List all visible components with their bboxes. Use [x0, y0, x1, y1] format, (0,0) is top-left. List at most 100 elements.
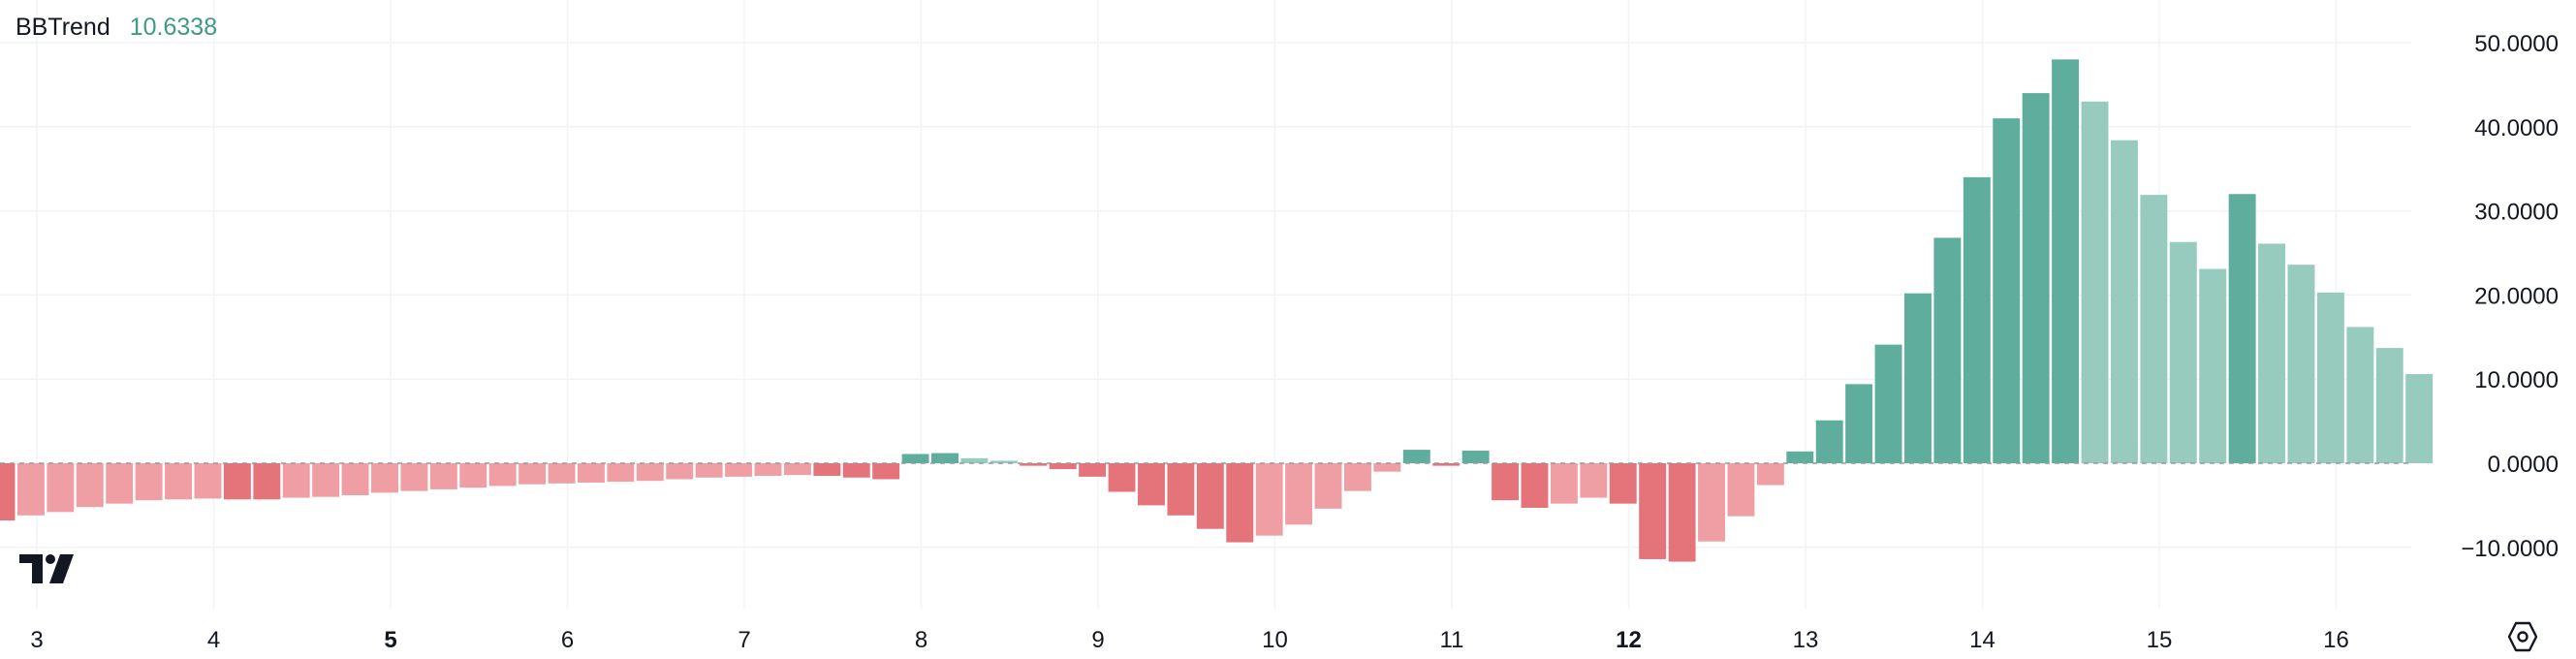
histogram-bar — [518, 463, 547, 485]
indicator-legend[interactable]: BBTrend 10.6338 — [16, 14, 217, 42]
x-tick-label: 14 — [1969, 627, 1995, 653]
histogram-bar — [1196, 463, 1224, 529]
histogram-bar — [1461, 450, 1490, 463]
y-tick-label: −10.0000 — [2461, 536, 2559, 562]
y-tick-label: 30.0000 — [2474, 200, 2559, 226]
x-tick-label: 15 — [2147, 627, 2173, 653]
x-tick-label: 16 — [2323, 627, 2349, 653]
histogram-bar — [1255, 463, 1283, 536]
histogram-bar — [783, 463, 811, 476]
histogram-bar — [223, 463, 251, 500]
histogram-bar — [16, 463, 45, 516]
histogram-bar — [1993, 118, 2021, 464]
histogram-bar — [2375, 348, 2403, 463]
histogram-bar — [1492, 463, 1520, 501]
tradingview-logo-icon[interactable] — [19, 554, 83, 583]
histogram-bar — [2110, 140, 2138, 464]
histogram-bar — [1580, 463, 1608, 498]
x-tick-label: 6 — [561, 627, 574, 653]
histogram-bar — [1108, 463, 1136, 492]
histogram-bar — [2405, 373, 2434, 463]
histogram-bar — [106, 463, 134, 504]
histogram-bar — [1933, 237, 1962, 463]
x-tick-label: 10 — [1262, 627, 1288, 653]
histogram-bar — [1521, 463, 1549, 509]
histogram-bar — [1079, 463, 1107, 477]
histogram-bar — [1727, 463, 1755, 517]
histogram-bar — [312, 463, 340, 497]
histogram-bar — [1815, 420, 1843, 463]
histogram-bar — [1756, 463, 1784, 486]
histogram-bar — [194, 463, 222, 499]
histogram-bar — [1698, 463, 1725, 542]
histogram-bars — [0, 59, 2434, 562]
histogram-bar — [459, 463, 487, 488]
histogram-bar — [2287, 265, 2315, 463]
x-tick-label: 9 — [1091, 627, 1104, 653]
time-axis[interactable]: 3 4 5 6 7 8 9 10 11 12 13 14 15 16 — [30, 627, 2349, 653]
histogram-bar — [2081, 101, 2109, 463]
x-tick-label: 7 — [738, 627, 750, 653]
histogram-bar — [607, 463, 635, 483]
histogram-bar — [1786, 451, 1814, 463]
histogram-bar — [842, 463, 870, 478]
histogram-bar — [1609, 463, 1637, 504]
histogram-bar — [754, 463, 782, 477]
histogram-bar — [1226, 463, 1254, 543]
histogram-bar — [960, 457, 989, 463]
histogram-bar — [1020, 463, 1048, 466]
histogram-bar — [282, 463, 310, 498]
histogram-bar — [371, 463, 398, 493]
histogram-bar — [341, 463, 369, 495]
histogram-bar — [695, 463, 723, 478]
histogram-bar — [725, 463, 753, 477]
histogram-bar — [577, 463, 605, 483]
histogram-bar — [1049, 463, 1077, 470]
indicator-value: 10.6338 — [129, 14, 218, 41]
histogram-bar — [47, 463, 75, 513]
histogram-bar — [872, 463, 900, 480]
histogram-bar — [488, 463, 517, 486]
histogram-bar — [1167, 463, 1195, 516]
histogram-bar — [1373, 463, 1401, 472]
x-tick-label: 5 — [384, 627, 396, 653]
x-tick-label: 12 — [1616, 627, 1642, 653]
histogram-bar — [2228, 194, 2256, 464]
histogram-bar — [1874, 344, 1902, 463]
histogram-bar — [636, 463, 664, 482]
x-tick-label: 8 — [915, 627, 927, 653]
settings-gear-icon[interactable] — [2506, 620, 2539, 653]
histogram-bar — [135, 463, 163, 501]
histogram-bar — [1138, 463, 1165, 506]
histogram-bar — [901, 454, 929, 463]
histogram-bar — [1402, 450, 1430, 463]
price-axis[interactable]: 50.0000 40.0000 30.0000 20.0000 10.0000 0.000… — [2461, 31, 2559, 562]
y-tick-label: 20.0000 — [2474, 283, 2559, 309]
histogram-bar — [1285, 463, 1313, 525]
x-tick-label: 3 — [30, 627, 43, 653]
x-tick-label: 13 — [1793, 627, 1819, 653]
x-tick-label: 4 — [207, 627, 220, 653]
histogram-bar — [2199, 268, 2227, 463]
indicator-name: BBTrend — [16, 14, 110, 41]
histogram-bar — [165, 463, 192, 500]
histogram-bar — [1639, 463, 1667, 559]
histogram-bar — [931, 453, 958, 463]
histogram-bar — [1845, 384, 1873, 463]
histogram-bar — [1550, 463, 1578, 504]
histogram-bar — [2022, 93, 2050, 463]
y-tick-label: 40.0000 — [2474, 115, 2559, 141]
x-tick-label: 11 — [1440, 627, 1464, 653]
histogram-bar — [2169, 241, 2197, 463]
histogram-bar — [76, 463, 104, 508]
histogram-bar — [1432, 463, 1461, 466]
histogram-bar — [2052, 59, 2080, 464]
histogram-bar — [1963, 176, 1991, 463]
histogram-bar — [1343, 463, 1371, 491]
histogram-bar — [2316, 292, 2344, 463]
histogram-bar — [253, 463, 281, 500]
histogram-bar — [548, 463, 576, 484]
histogram-bar — [400, 463, 428, 491]
